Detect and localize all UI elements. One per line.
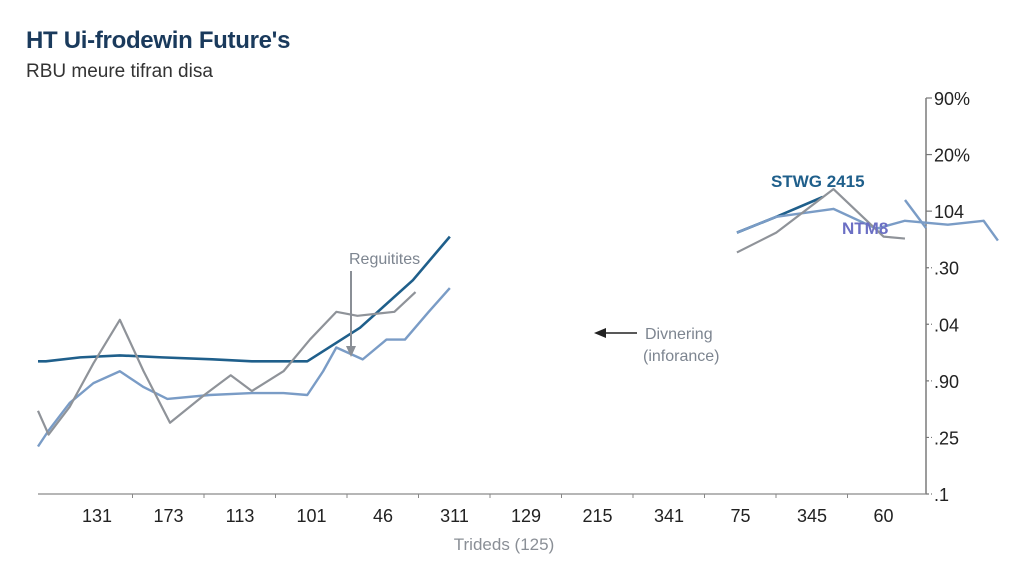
series-line-right-gray-series — [736, 187, 906, 254]
legend-label-ntm8: NTM8 — [842, 219, 888, 238]
y-tick-label: .04 — [934, 315, 959, 335]
x-tick-label: 101 — [296, 506, 326, 526]
x-tick-label: 173 — [153, 506, 183, 526]
annotation-text: (inforance) — [643, 348, 719, 365]
annotation-text: Divnering — [645, 326, 713, 343]
series-lines — [36, 187, 999, 448]
legend-label-stwg: STWG 2415 — [771, 172, 865, 191]
series-line-gray-series — [36, 291, 417, 436]
chart-title: HT Ui-frodewin Future's — [26, 27, 291, 54]
series-line-right-ntm8 — [736, 207, 999, 242]
y-tick-label: .25 — [934, 428, 959, 448]
x-tick-label: 75 — [730, 506, 750, 526]
y-tick-label: .30 — [934, 259, 959, 279]
x-tick-label: 311 — [440, 506, 469, 526]
x-tick-label: 215 — [582, 506, 612, 526]
y-tick-label: .1 — [934, 485, 949, 505]
x-tick-label: 341 — [654, 506, 684, 526]
chart-subtitle: RBU meure tifran disa — [26, 61, 213, 82]
axes: 90% 20% 104 .30 .04 .90 .25 .1 131 173 113 101 46 311… — [38, 89, 970, 554]
arrow-down-icon — [346, 346, 356, 357]
series-line-ntm8 — [37, 287, 451, 448]
y-tick-label: 104 — [934, 202, 964, 222]
annotation-text: Reguitites — [349, 251, 420, 268]
series-line-tail — [904, 199, 927, 229]
x-tick-label: 113 — [226, 506, 255, 526]
arrow-left-icon — [594, 328, 606, 338]
x-axis-label: Trideds (125) — [454, 535, 554, 554]
y-tick-label: .90 — [934, 372, 959, 392]
x-tick-label: 46 — [373, 506, 393, 526]
x-tick-label: 131 — [82, 506, 112, 526]
y-tick-label: 20% — [934, 146, 970, 166]
x-tick-label: 345 — [797, 506, 827, 526]
annotations: STWG 2415 NTM8 Reguitites Divnering (inforan… — [346, 172, 888, 365]
series-line-stwg-2415 — [38, 235, 451, 363]
x-tick-label: 129 — [511, 506, 541, 526]
x-tick-label: 60 — [873, 506, 893, 526]
y-tick-label: 90% — [934, 89, 970, 109]
